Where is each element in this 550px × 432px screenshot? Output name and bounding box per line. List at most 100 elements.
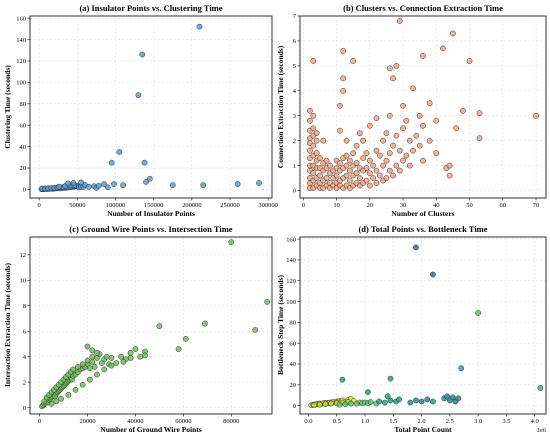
data-point xyxy=(94,371,100,378)
data-point xyxy=(396,18,403,24)
plot-frame xyxy=(299,236,547,415)
y-tick-label: 3 xyxy=(293,113,296,120)
data-point xyxy=(390,172,396,179)
data-point xyxy=(78,179,84,186)
chart-panel-1: 0 50000 100000 150000 200000 250000 300000 0 20 4… xyxy=(3,3,278,218)
data-point xyxy=(424,396,431,403)
data-point xyxy=(367,399,374,405)
y-tick-label: 20 xyxy=(20,165,27,172)
data-point xyxy=(406,137,413,144)
y-tick-label: 2 xyxy=(293,138,296,145)
x-tick-label: 60 xyxy=(500,202,507,209)
data-point xyxy=(79,361,86,368)
data-point xyxy=(142,352,148,359)
data-point xyxy=(127,350,134,356)
data-point xyxy=(363,177,370,184)
data-point xyxy=(433,150,440,156)
data-point xyxy=(400,157,406,164)
x-tick-label: 250000 xyxy=(220,202,240,209)
data-point xyxy=(416,142,423,149)
data-point xyxy=(339,376,346,383)
data-point xyxy=(108,355,115,361)
data-point xyxy=(450,30,456,37)
data-point xyxy=(343,137,350,144)
data-point xyxy=(127,355,134,361)
data-point xyxy=(420,157,426,164)
data-point xyxy=(340,75,347,82)
x-axis-label: Number of Ground Wire Points xyxy=(100,425,201,432)
data-point xyxy=(366,170,373,176)
x-tick-label: 70 xyxy=(533,202,540,209)
data-point xyxy=(79,381,86,388)
data-point xyxy=(89,353,96,360)
chart-title: (d) Total Points vs. Bottleneck Time xyxy=(358,224,487,234)
data-point xyxy=(376,152,383,159)
data-point xyxy=(169,182,176,189)
data-point xyxy=(87,376,93,383)
data-point xyxy=(353,142,360,149)
data-point xyxy=(132,346,139,352)
data-point xyxy=(337,127,343,134)
data-point xyxy=(533,112,539,119)
y-tick-label: 8 xyxy=(23,303,26,310)
y-tick-label: 40 xyxy=(20,144,27,151)
x-tick-label: 0.5 xyxy=(333,418,341,425)
data-point xyxy=(196,23,203,30)
data-point xyxy=(70,366,76,373)
data-point xyxy=(343,172,350,179)
data-point xyxy=(537,385,544,391)
data-point xyxy=(348,400,354,407)
y-tick-label: 0 xyxy=(23,405,26,412)
data-point xyxy=(84,343,91,350)
y-tick-label: 120 xyxy=(286,278,296,285)
data-point xyxy=(373,147,380,154)
data-point xyxy=(323,157,330,164)
data-point xyxy=(147,175,153,182)
data-point xyxy=(353,170,360,176)
data-point xyxy=(403,152,410,159)
data-point xyxy=(460,107,466,114)
data-point xyxy=(383,130,390,137)
data-point xyxy=(413,132,420,139)
y-tick-label: 160 xyxy=(16,15,26,22)
data-point xyxy=(313,150,320,156)
data-point xyxy=(410,147,416,154)
data-point xyxy=(476,110,483,117)
x-tick-label: 0 xyxy=(38,418,41,425)
chart-panel-2: 0 10 20 30 40 50 60 70 0 1 2 3 4 5 6 7 (b) Clusters vs. … xyxy=(276,3,547,218)
y-tick-label: 60 xyxy=(290,340,297,347)
y-tick-label: 100 xyxy=(16,80,26,87)
y-tick-label: 12 xyxy=(20,252,27,259)
data-point xyxy=(383,157,390,164)
data-point xyxy=(360,155,367,161)
data-point xyxy=(228,239,235,245)
data-point xyxy=(403,117,410,124)
data-point xyxy=(396,147,403,154)
data-point xyxy=(310,58,317,64)
y-tick-label: 6 xyxy=(23,328,27,335)
data-point xyxy=(101,366,108,373)
data-point xyxy=(111,181,117,187)
data-point xyxy=(430,398,436,405)
data-point xyxy=(313,137,320,144)
data-point xyxy=(416,112,423,119)
data-point xyxy=(420,53,426,59)
data-point xyxy=(360,137,367,144)
data-point xyxy=(65,392,72,398)
data-point xyxy=(449,394,456,401)
data-point xyxy=(89,347,96,354)
y-axis-label: Intersection Extraction Time (seconds) xyxy=(3,262,12,387)
y-tick-label: 6 xyxy=(293,38,297,45)
data-point xyxy=(310,170,317,176)
y-tick-label: 120 xyxy=(16,58,26,65)
plot-frame xyxy=(29,15,273,199)
data-point xyxy=(386,65,393,72)
y-tick-label: 160 xyxy=(286,236,296,243)
data-point xyxy=(386,167,393,174)
y-tick-label: 4 xyxy=(23,354,27,361)
data-point xyxy=(337,102,343,109)
data-point xyxy=(94,350,100,356)
data-point xyxy=(390,75,396,82)
data-point xyxy=(310,112,317,119)
data-point xyxy=(200,182,207,189)
